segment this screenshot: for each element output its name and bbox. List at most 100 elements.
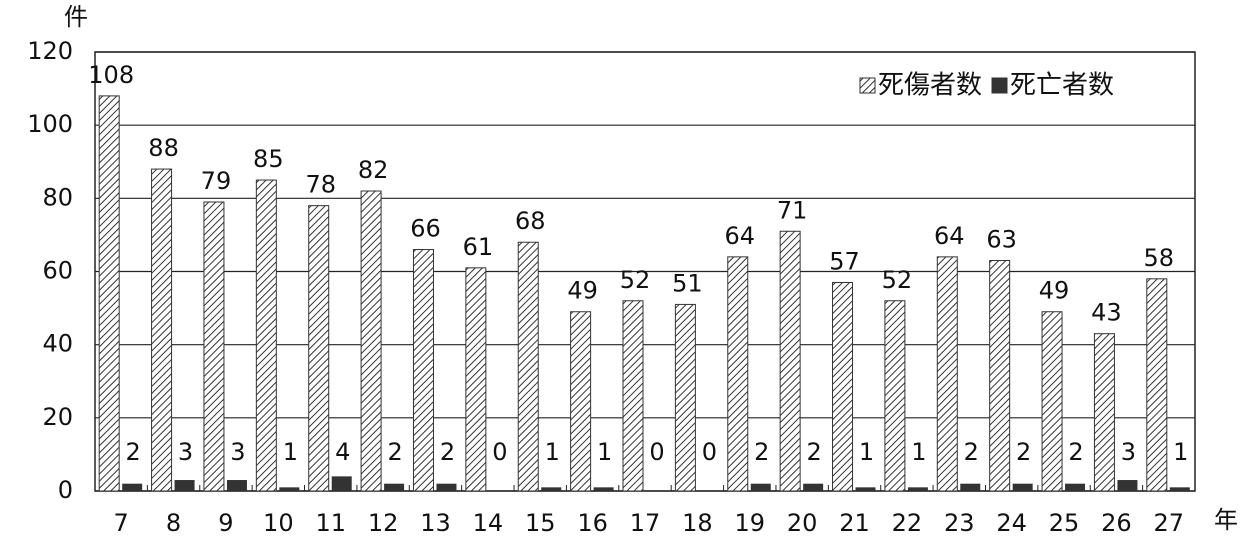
- bar: [255, 179, 277, 492]
- value-label: 49: [567, 277, 598, 305]
- value-label: 1: [911, 438, 926, 466]
- value-label: 1: [1173, 438, 1188, 466]
- value-label: 88: [148, 134, 179, 162]
- bar: [279, 487, 300, 491]
- value-label: 71: [777, 196, 808, 224]
- value-label: 85: [253, 145, 284, 173]
- value-label: 1: [545, 438, 560, 466]
- bar: [436, 483, 457, 491]
- x-tick-label: 27: [1154, 509, 1185, 537]
- value-label: 43: [1091, 299, 1122, 327]
- bar: [907, 487, 928, 491]
- value-label: 52: [882, 266, 913, 294]
- value-label: 2: [807, 438, 822, 466]
- legend-swatch: [991, 77, 1008, 94]
- x-tick-label: 9: [218, 509, 233, 537]
- value-label: 2: [440, 438, 455, 466]
- value-label: 57: [829, 247, 860, 275]
- value-label: 49: [1039, 277, 1070, 305]
- bar: [593, 487, 614, 491]
- value-label: 2: [1068, 438, 1083, 466]
- x-tick-label: 12: [368, 509, 399, 537]
- x-tick-label: 22: [892, 509, 923, 537]
- x-tick-label: 25: [1049, 509, 1080, 537]
- bar: [122, 483, 143, 491]
- bar: [384, 483, 405, 491]
- bar: [1012, 483, 1033, 491]
- x-tick-label: 7: [114, 509, 129, 537]
- value-label: 1: [859, 438, 874, 466]
- x-tick-label: 8: [166, 509, 181, 537]
- x-tick-label: 11: [315, 509, 346, 537]
- bar: [412, 249, 434, 492]
- y-tick-label: 80: [42, 183, 73, 211]
- bar: [360, 190, 382, 492]
- bar: [1093, 333, 1115, 492]
- x-tick-label: 19: [734, 509, 765, 537]
- x-tick-label: 17: [630, 509, 661, 537]
- value-label: 1: [283, 438, 298, 466]
- bar: [517, 241, 539, 492]
- bar: [832, 281, 854, 492]
- value-label: 4: [335, 438, 350, 466]
- x-axis-label: 年: [1214, 506, 1238, 534]
- value-label: 3: [178, 438, 193, 466]
- value-label: 1: [597, 438, 612, 466]
- y-tick-label: 40: [42, 330, 73, 358]
- bar: [1169, 487, 1190, 491]
- value-label: 0: [492, 438, 507, 466]
- value-label: 66: [410, 215, 441, 243]
- value-label: 2: [754, 438, 769, 466]
- bar: [960, 483, 981, 491]
- bar: [1041, 311, 1063, 492]
- bar: [465, 267, 487, 492]
- x-tick-label: 18: [682, 509, 713, 537]
- value-label: 61: [463, 233, 494, 261]
- x-tick-label: 15: [525, 509, 556, 537]
- bar: [750, 483, 771, 491]
- y-tick-label: 20: [42, 403, 73, 431]
- value-label: 68: [515, 207, 546, 235]
- bar: [803, 483, 824, 491]
- value-label: 52: [620, 266, 651, 294]
- x-tick-label: 24: [996, 509, 1027, 537]
- value-label: 2: [1016, 438, 1031, 466]
- y-tick-label: 0: [58, 476, 73, 504]
- bar: [884, 300, 906, 492]
- value-label: 0: [649, 438, 664, 466]
- bar: [1065, 483, 1086, 491]
- bar: [779, 230, 801, 492]
- bar: [541, 487, 562, 491]
- plot-frame: [94, 51, 1196, 492]
- bar: [203, 201, 225, 492]
- value-label: 64: [934, 222, 965, 250]
- x-tick-label: 10: [263, 509, 294, 537]
- legend-swatch: [859, 77, 876, 94]
- y-axis-label: 件: [64, 3, 88, 31]
- legend-label: 死亡者数: [1010, 71, 1114, 101]
- value-label: 63: [986, 226, 1017, 254]
- value-label: 82: [358, 156, 389, 184]
- value-label: 79: [201, 167, 232, 195]
- x-tick-label: 20: [787, 509, 818, 537]
- value-label: 2: [126, 438, 141, 466]
- y-tick-label: 120: [27, 37, 73, 65]
- legend-label: 死傷者数: [878, 71, 982, 101]
- value-label: 3: [230, 438, 245, 466]
- x-tick-label: 23: [944, 509, 975, 537]
- value-label: 3: [1121, 438, 1136, 466]
- value-label: 0: [702, 438, 717, 466]
- bar: [174, 480, 195, 491]
- value-label: 108: [88, 61, 134, 89]
- x-tick-label: 13: [420, 509, 451, 537]
- bar: [570, 311, 592, 492]
- x-tick-label: 14: [473, 509, 504, 537]
- bar: [1117, 480, 1138, 491]
- bar: [98, 95, 120, 492]
- value-label: 51: [672, 269, 703, 297]
- value-label: 2: [964, 438, 979, 466]
- value-label: 64: [724, 222, 755, 250]
- bar: [936, 256, 958, 492]
- bar: [727, 256, 749, 492]
